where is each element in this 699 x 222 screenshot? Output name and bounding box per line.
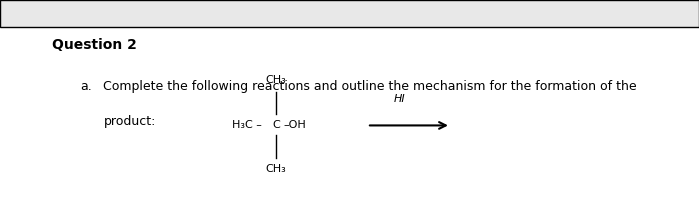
Text: C: C [272, 120, 280, 131]
Text: Question 2: Question 2 [52, 38, 137, 52]
Text: HI: HI [394, 94, 405, 104]
Text: a.: a. [80, 80, 92, 93]
Text: product:: product: [103, 115, 156, 129]
Text: Complete the following reactions and outline the mechanism for the formation of : Complete the following reactions and out… [103, 80, 637, 93]
FancyBboxPatch shape [0, 0, 699, 27]
Text: –OH: –OH [283, 120, 306, 131]
Text: CH₃: CH₃ [266, 164, 287, 174]
Text: H₃C –: H₃C – [232, 120, 262, 131]
Text: CH₃: CH₃ [266, 75, 287, 85]
